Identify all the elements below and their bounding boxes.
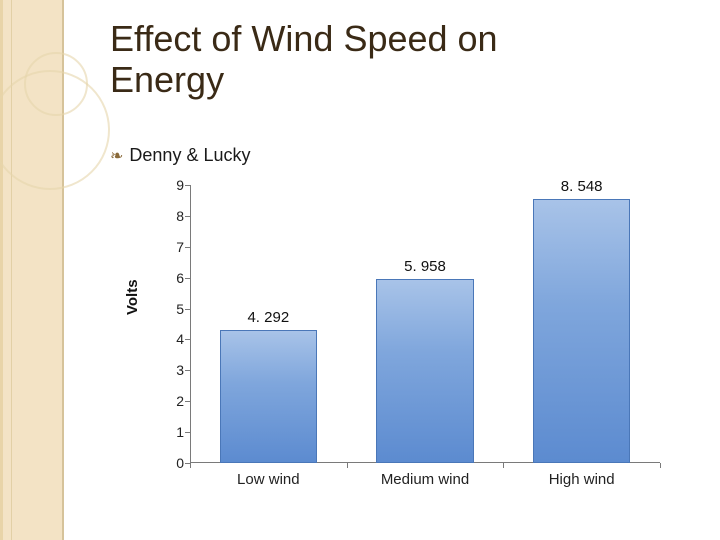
y-tick <box>185 278 190 279</box>
y-axis-line <box>190 185 191 463</box>
y-tick-label: 2 <box>160 393 184 409</box>
subtitle-text: Denny & Lucky <box>129 145 250 165</box>
y-tick-label: 1 <box>160 424 184 440</box>
y-tick <box>185 370 190 371</box>
x-tick <box>660 463 661 468</box>
y-tick <box>185 185 190 186</box>
y-tick-label: 4 <box>160 331 184 347</box>
y-tick-label: 5 <box>160 301 184 317</box>
y-axis-title: Volts <box>124 279 141 315</box>
slide-title: Effect of Wind Speed on Energy <box>110 18 670 101</box>
y-tick <box>185 401 190 402</box>
y-tick <box>185 309 190 310</box>
y-tick <box>185 216 190 217</box>
y-tick <box>185 247 190 248</box>
bar-chart: Volts 4. 292 5. 958 8. 548 0 1 2 3 4 5 6 7 8 9 Low w… <box>120 175 680 505</box>
title-line-2: Energy <box>110 59 224 100</box>
x-category-label: High wind <box>549 471 615 488</box>
title-line-1: Effect of Wind Speed on <box>110 18 498 59</box>
y-tick-label: 6 <box>160 270 184 286</box>
x-tick <box>503 463 504 468</box>
y-tick-label: 7 <box>160 239 184 255</box>
bar <box>376 279 473 463</box>
y-tick-label: 8 <box>160 208 184 224</box>
y-tick <box>185 432 190 433</box>
x-tick <box>347 463 348 468</box>
y-tick-label: 9 <box>160 177 184 193</box>
y-tick-label: 0 <box>160 455 184 471</box>
plot-area: 4. 2925. 9588. 548 <box>190 185 660 463</box>
decorative-circle-small <box>24 52 88 116</box>
x-category-label: Medium wind <box>381 471 469 488</box>
x-tick <box>190 463 191 468</box>
bar-value-label: 4. 292 <box>247 309 289 326</box>
bar-value-label: 8. 548 <box>561 178 603 195</box>
subtitle: ❧ Denny & Lucky <box>110 145 250 166</box>
bar <box>220 330 317 463</box>
bar <box>533 199 630 463</box>
sidebar-inner-line <box>11 0 12 540</box>
y-tick <box>185 339 190 340</box>
x-category-label: Low wind <box>237 471 300 488</box>
y-tick-label: 3 <box>160 362 184 378</box>
slide: Effect of Wind Speed on Energy ❧ Denny & … <box>0 0 720 540</box>
bullet-icon: ❧ <box>110 146 123 166</box>
bar-value-label: 5. 958 <box>404 258 446 275</box>
